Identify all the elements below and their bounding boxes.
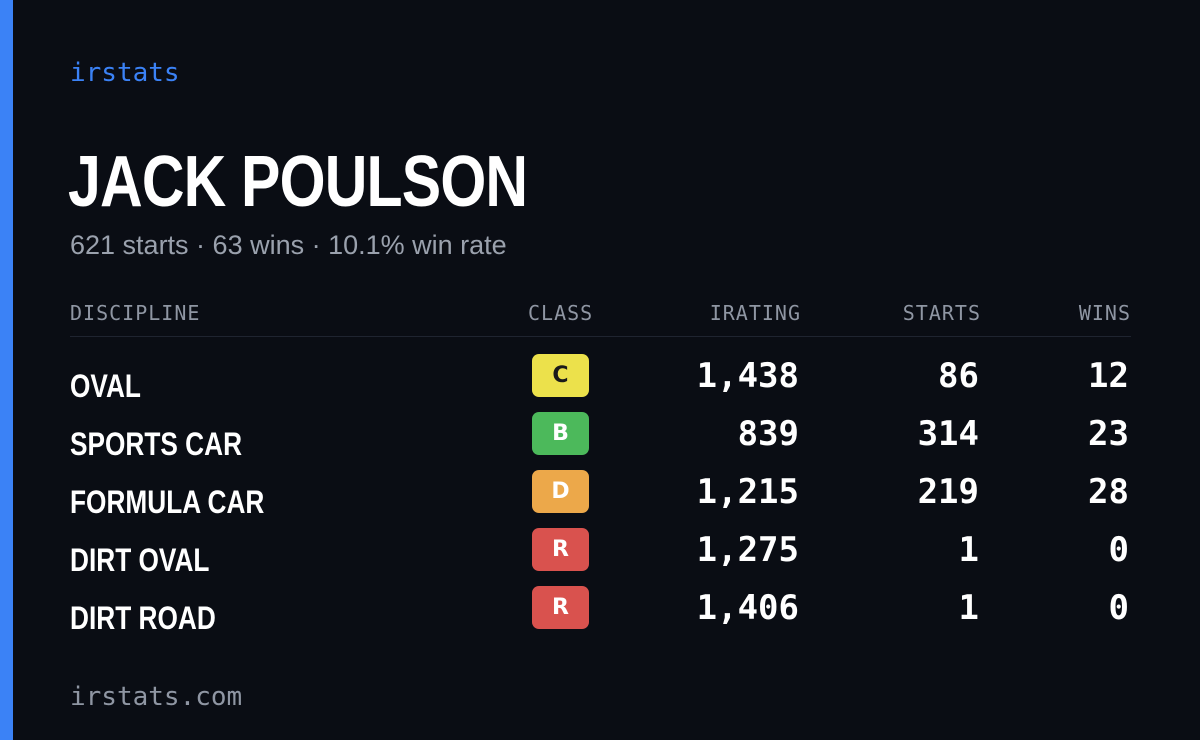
discipline-name: FORMULA CAR [70,484,265,520]
starts-value: 219 [917,472,979,512]
class-badge: R [532,528,589,571]
table-row: DIRT ROAD R 1,406 1 0 [70,586,1131,644]
table-row: SPORTS CAR B 839 314 23 [70,412,1131,470]
table-header: DISCIPLINE CLASS IRATING STARTS WINS [70,296,1131,337]
header-starts: STARTS [902,301,981,325]
table-row: OVAL C 1,438 86 12 [70,354,1131,412]
driver-summary: 621 starts · 63 wins · 10.1% win rate [70,230,507,260]
header-class: CLASS [528,301,594,325]
discipline-name: DIRT OVAL [70,542,210,578]
starts-value: 86 [938,356,979,396]
starts-value: 1 [958,588,979,628]
footer-url[interactable]: irstats.com [70,682,243,712]
discipline-name: OVAL [70,368,141,404]
driver-name: JACK POULSON [68,142,528,222]
header-irating: IRATING [709,301,801,325]
starts-value: 1 [958,530,979,570]
accent-bar [0,0,13,740]
discipline-name: SPORTS CAR [70,426,243,462]
header-discipline: DISCIPLINE [70,301,201,325]
table-row: FORMULA CAR D 1,215 219 28 [70,470,1131,528]
table-body: OVAL C 1,438 86 12 SPORTS CAR B 839 314 … [70,337,1131,644]
wins-value: 0 [1108,530,1129,570]
discipline-name: DIRT ROAD [70,600,216,636]
irating-value: 1,215 [696,472,799,512]
wins-value: 0 [1108,588,1129,628]
class-badge: C [532,354,589,397]
class-badge: B [532,412,589,455]
class-badge: R [532,586,589,629]
wins-value: 12 [1088,356,1129,396]
brand-logo[interactable]: irstats [70,58,180,88]
irating-value: 839 [737,414,799,454]
wins-value: 28 [1088,472,1129,512]
wins-value: 23 [1088,414,1129,454]
irating-value: 1,438 [696,356,799,396]
irating-value: 1,275 [696,530,799,570]
header-wins: WINS [1078,301,1131,325]
discipline-table: DISCIPLINE CLASS IRATING STARTS WINS OVA… [70,296,1131,644]
starts-value: 314 [917,414,979,454]
irating-value: 1,406 [696,588,799,628]
table-row: DIRT OVAL R 1,275 1 0 [70,528,1131,586]
class-badge: D [532,470,589,513]
